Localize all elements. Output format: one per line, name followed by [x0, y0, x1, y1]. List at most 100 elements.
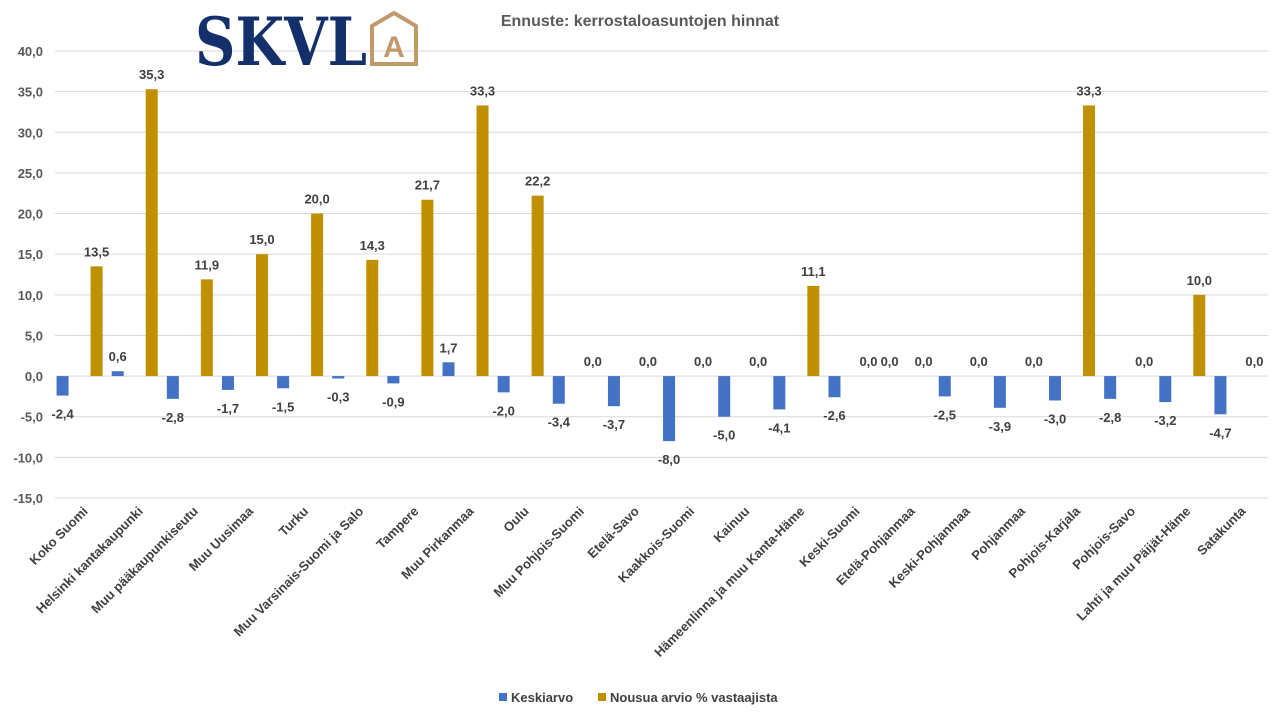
- data-label-keskiarvo: -0,9: [382, 394, 404, 409]
- logo-emblem-icon: [370, 10, 418, 66]
- legend-swatch-keskiarvo: [499, 693, 507, 701]
- y-tick-label: 35,0: [18, 85, 43, 100]
- y-tick-label: 0,0: [25, 369, 43, 384]
- data-label-keskiarvo: -1,5: [272, 399, 294, 414]
- data-label-nousua: 0,0: [584, 354, 602, 369]
- data-label-keskiarvo: -3,4: [548, 415, 571, 430]
- bar-nousua: [531, 195, 544, 377]
- category-label: Pohjanmaa: [968, 503, 1028, 563]
- y-tick-label: 25,0: [18, 166, 43, 181]
- data-label-keskiarvo: -2,6: [823, 408, 845, 423]
- data-label-keskiarvo: -4,1: [768, 420, 790, 435]
- category-label: Oulu: [500, 503, 532, 535]
- category-label: Kainuu: [711, 503, 753, 545]
- data-label-nousua: 0,0: [749, 354, 767, 369]
- bar-keskiarvo: [1159, 376, 1172, 403]
- data-label-nousua: 0,0: [1135, 354, 1153, 369]
- bar-keskiarvo: [993, 376, 1006, 408]
- bar-nousua: [1083, 105, 1096, 377]
- category-label: Muu pääkaupunkiseutu: [88, 503, 201, 616]
- legend-label-keskiarvo: Keskiarvo: [511, 690, 573, 705]
- bar-keskiarvo: [442, 362, 455, 377]
- y-tick-label: 40,0: [18, 44, 43, 59]
- bar-nousua: [90, 266, 103, 377]
- data-label-keskiarvo: -2,8: [162, 410, 184, 425]
- data-label-nousua: 0,0: [915, 354, 933, 369]
- bar-keskiarvo: [552, 376, 565, 404]
- data-label-keskiarvo: -3,2: [1154, 413, 1176, 428]
- bar-keskiarvo: [663, 376, 676, 442]
- bar-keskiarvo: [1104, 376, 1117, 399]
- data-label-keskiarvo: -4,7: [1209, 425, 1231, 440]
- bar-keskiarvo: [497, 376, 510, 393]
- data-label-keskiarvo: 1,7: [439, 340, 457, 355]
- data-label-keskiarvo: -3,0: [1044, 411, 1066, 426]
- chart-title: Ennuste: kerrostaloasuntojen hinnat: [501, 13, 780, 30]
- legend-label-nousua: Nousua arvio % vastaajista: [610, 690, 778, 705]
- data-label-nousua: 21,7: [415, 178, 440, 193]
- logo: SKVL A: [195, 3, 418, 81]
- data-label-nousua: 35,3: [139, 67, 164, 82]
- bar-keskiarvo: [277, 376, 290, 389]
- category-label: Helsinki kantakaupunki: [33, 504, 146, 617]
- data-label-nousua: 0,0: [1245, 354, 1263, 369]
- data-label-keskiarvo: -2,0: [492, 403, 514, 418]
- logo-text: SKVL: [195, 3, 367, 81]
- category-label: Lahti ja muu Päijät-Häme: [1073, 504, 1193, 624]
- bar-keskiarvo: [166, 376, 179, 399]
- data-label-keskiarvo: -3,9: [989, 419, 1011, 434]
- bar-nousua: [807, 285, 820, 377]
- category-label: Turku: [276, 503, 312, 539]
- data-label-keskiarvo: -2,4: [51, 407, 74, 422]
- data-label-nousua: 11,9: [195, 257, 220, 272]
- y-tick-label: 30,0: [18, 125, 43, 140]
- bar-nousua: [311, 213, 324, 377]
- bar-nousua: [366, 259, 379, 377]
- data-label-nousua: 33,3: [470, 83, 495, 98]
- data-label-keskiarvo: -2,5: [934, 407, 956, 422]
- bar-keskiarvo: [938, 376, 951, 397]
- data-labels: -2,4 13,5 0,6 35,3 -2,8 11,9 -1,7 15,0 -1,5 20,0 -…: [51, 67, 1263, 467]
- bar-keskiarvo: [56, 376, 69, 396]
- data-label-keskiarvo: 0,0: [881, 354, 899, 369]
- data-label-nousua: 22,2: [525, 174, 550, 189]
- legend-swatch-nousua: [598, 693, 606, 701]
- data-label-nousua: 0,0: [639, 354, 657, 369]
- category-label: Satakunta: [1194, 503, 1249, 558]
- y-tick-label: 10,0: [18, 288, 43, 303]
- bar-keskiarvo: [1214, 376, 1227, 415]
- data-label-keskiarvo: -5,0: [713, 428, 735, 443]
- data-label-nousua: 20,0: [304, 192, 329, 207]
- bar-keskiarvo: [718, 376, 731, 417]
- logo-emblem-letter: A: [383, 31, 405, 64]
- y-tick-label: -15,0: [13, 491, 43, 506]
- data-label-keskiarvo: -8,0: [658, 452, 680, 467]
- bar-keskiarvo: [111, 371, 124, 377]
- data-label-keskiarvo: -1,7: [217, 401, 239, 416]
- category-label: Tampere: [373, 504, 421, 552]
- bar-keskiarvo: [828, 376, 841, 398]
- bar-keskiarvo: [1049, 376, 1062, 401]
- data-label-nousua: 0,0: [859, 354, 877, 369]
- bar-nousua: [421, 199, 434, 377]
- bar-keskiarvo: [607, 376, 620, 407]
- data-label-nousua: 15,0: [249, 232, 274, 247]
- data-label-nousua: 11,1: [801, 264, 826, 279]
- category-label: Etelä-Savo: [584, 503, 642, 561]
- category-label: Muu Pohjois-Suomi: [491, 504, 587, 600]
- y-tick-label: 15,0: [18, 247, 43, 262]
- y-tick-label: -5,0: [21, 410, 43, 425]
- data-label-nousua: 33,3: [1076, 83, 1101, 98]
- data-label-nousua: 14,3: [360, 238, 385, 253]
- y-axis-ticks: -15,0 -10,0 -5,0 0,0 5,0 10,0 15,0 20,0 25,0 30,0…: [13, 44, 43, 506]
- data-label-nousua: 0,0: [1025, 354, 1043, 369]
- legend: Keskiarvo Nousua arvio % vastaajista: [499, 690, 778, 705]
- bar-keskiarvo: [332, 376, 345, 379]
- y-tick-label: 5,0: [25, 328, 43, 343]
- data-label-nousua: 10,0: [1187, 273, 1212, 288]
- bar-keskiarvo: [387, 376, 400, 384]
- y-tick-label: 20,0: [18, 207, 43, 222]
- data-label-keskiarvo: -3,7: [603, 417, 625, 432]
